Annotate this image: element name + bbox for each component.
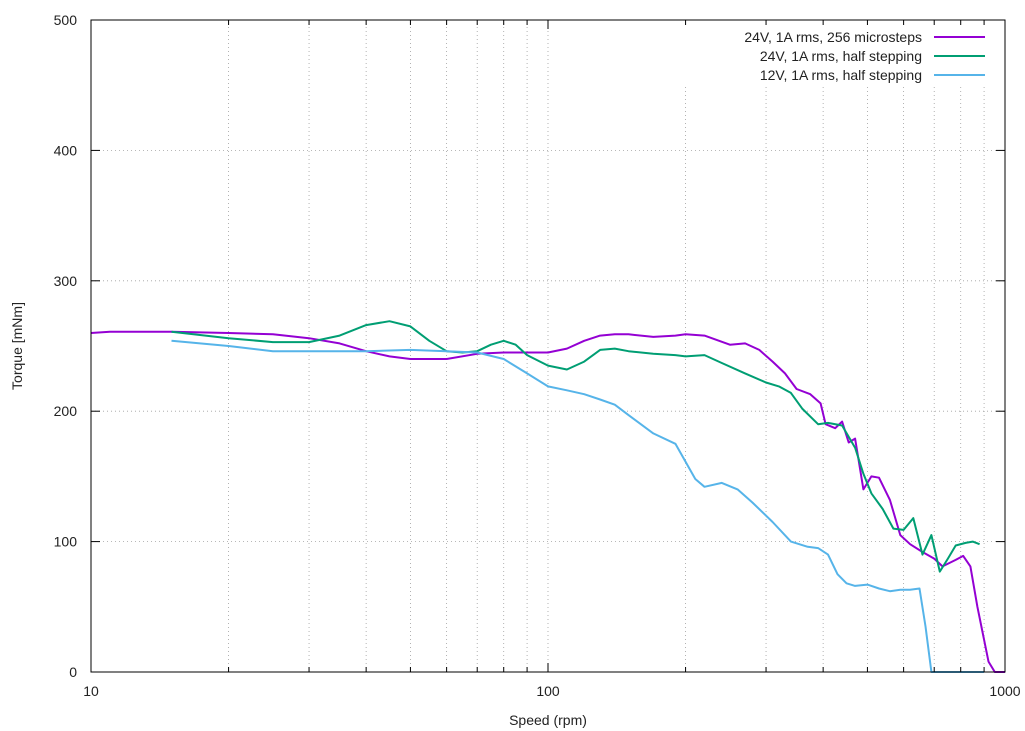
y-tick-label: 400 (54, 142, 78, 158)
series-line-3 (171, 339, 985, 673)
y-tick-label: 100 (54, 534, 78, 550)
y-axis-label: Torque [mNm] (9, 302, 25, 390)
legend: 24V, 1A rms, 256 microsteps 24V, 1A rms, … (744, 29, 985, 83)
legend-label-3: 12V, 1A rms, half stepping (760, 67, 922, 83)
y-tick-label: 200 (54, 403, 78, 419)
x-tick-label: 100 (536, 683, 560, 699)
x-axis-label: Speed (rpm) (509, 712, 587, 728)
axis-ticks: 0 100 200 300 400 500 10 100 1000 (54, 12, 1021, 699)
x-tick-label: 1000 (989, 683, 1020, 699)
legend-label-1: 24V, 1A rms, 256 microsteps (744, 29, 922, 45)
plot-series (90, 320, 1005, 673)
series-line-2 (171, 320, 980, 573)
series-line-1 (90, 330, 1005, 673)
y-tick-label: 300 (54, 273, 78, 289)
x-tick-label: 10 (83, 683, 99, 699)
grid (91, 20, 1005, 672)
legend-label-2: 24V, 1A rms, half stepping (760, 48, 922, 64)
y-tick-label: 500 (54, 12, 78, 28)
y-tick-label: 0 (69, 664, 77, 680)
